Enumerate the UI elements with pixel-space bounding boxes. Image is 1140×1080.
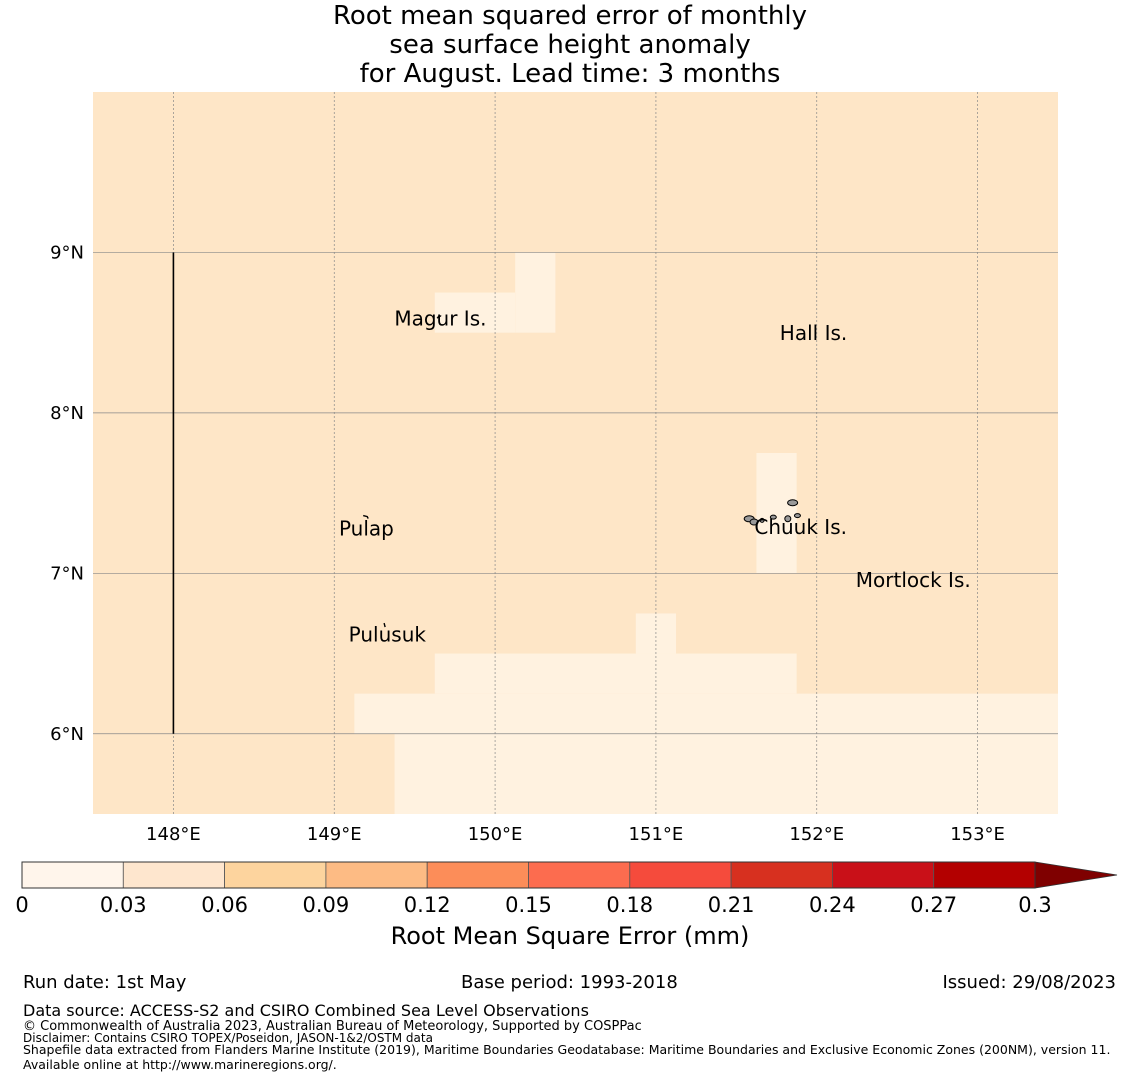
chuuk-islet	[784, 515, 792, 523]
low-error-cell	[756, 453, 797, 574]
island-label: Chuuk Is.	[754, 515, 847, 539]
island-coastline	[363, 514, 369, 519]
title-line-2: sea surface height anomaly	[389, 30, 751, 60]
colorbar-bin	[21, 861, 124, 889]
axis-ticks: 148°E 149°E 150°E 151°E 152°E 153°E 9°N 8°N 7°N 6…	[50, 242, 1005, 845]
low-error-cell	[354, 693, 1059, 734]
error-field	[93, 92, 1059, 814]
x-tick-label: 149°E	[307, 824, 362, 845]
x-tick-label: 152°E	[789, 824, 844, 845]
x-tick-label: 150°E	[468, 824, 523, 845]
chuuk-islet	[787, 499, 799, 507]
colorbar-tick-label: 0.03	[99, 893, 147, 917]
colorbar-bin	[224, 861, 327, 889]
colorbar-bin	[528, 861, 631, 889]
colorbar-bin	[832, 861, 935, 889]
colorbar-bin	[122, 861, 226, 889]
colorbar-tick-label: 0	[15, 893, 29, 917]
island-label: Hall Is.	[780, 321, 847, 345]
colorbar-tick-label: 0.27	[910, 893, 958, 917]
issued-date: Issued: 29/08/2023	[942, 972, 1116, 993]
colorbar-title: Root Mean Square Error (mm)	[390, 922, 750, 950]
colorbar-tick-label: 0.21	[707, 893, 755, 917]
colorbar-tick-label: 0.3	[1018, 893, 1052, 917]
base-period: Base period: 1993-2018	[461, 972, 678, 993]
low-error-cell	[434, 292, 516, 333]
colorbar-tick-label: 0.15	[505, 893, 552, 917]
colorbar-bin	[325, 861, 428, 889]
y-tick-label: 6°N	[50, 724, 84, 745]
title-line-3: for August. Lead time: 3 months	[359, 59, 781, 89]
chuuk-islet	[769, 514, 777, 520]
graticule	[93, 92, 1058, 814]
low-error-cell	[515, 252, 556, 333]
data-source: Data source: ACCESS-S2 and CSIRO Combine…	[23, 1001, 589, 1020]
colorbar-tick-label: 0.09	[302, 893, 350, 917]
map-title: Root mean squared error of monthly sea s…	[0, 2, 1140, 89]
disclaimer: Disclaimer: Contains CSIRO TOPEX/Poseido…	[23, 1031, 433, 1045]
island-label: Pulap	[339, 517, 394, 541]
y-tick-label: 7°N	[50, 563, 84, 584]
chuuk-islet	[793, 513, 801, 519]
islands: Magur Is. Hall Is. Pulap Chuuk Is. Mortlock …	[339, 306, 971, 646]
colorbar-tick-label: 0.18	[606, 893, 654, 917]
colorbar-tick-label: 0.06	[201, 893, 248, 917]
chuuk-islet	[759, 517, 765, 523]
chuuk-islet	[749, 518, 759, 526]
island-label: Pulusuk	[349, 622, 427, 646]
colorbar-bin	[629, 861, 732, 889]
run-date: Run date: 1st May	[23, 972, 187, 993]
colorbar-bin	[730, 861, 833, 889]
map-plot: Magur Is. Hall Is. Pulap Chuuk Is. Mortlock …	[50, 92, 1059, 845]
colorbar-tick-label: 0.12	[403, 893, 451, 917]
x-tick-label: 148°E	[146, 824, 201, 845]
island-label: Mortlock Is.	[856, 568, 971, 592]
shapefile-credit: Shapefile data extracted from Flanders M…	[23, 1042, 1111, 1072]
x-tick-label: 153°E	[950, 824, 1005, 845]
copyright: © Commonwealth of Australia 2023, Austra…	[23, 1019, 642, 1034]
island-label: Magur Is.	[394, 306, 486, 330]
island-coastline	[383, 622, 386, 628]
y-tick-label: 9°N	[50, 242, 84, 263]
colorbar-bin	[426, 861, 529, 889]
title-line-1: Root mean squared error of monthly	[332, 1, 808, 31]
island-coastline	[436, 315, 442, 319]
colorbar-extend-arrow	[1034, 861, 1118, 889]
y-tick-label: 8°N	[50, 403, 84, 424]
colorbar-tick-label: 0.24	[809, 893, 856, 917]
colorbar-outline	[21, 861, 1036, 889]
low-error-cell	[394, 733, 1058, 814]
colorbar-bin	[933, 861, 1036, 889]
x-tick-label: 151°E	[629, 824, 684, 845]
low-error-cell	[434, 653, 797, 694]
